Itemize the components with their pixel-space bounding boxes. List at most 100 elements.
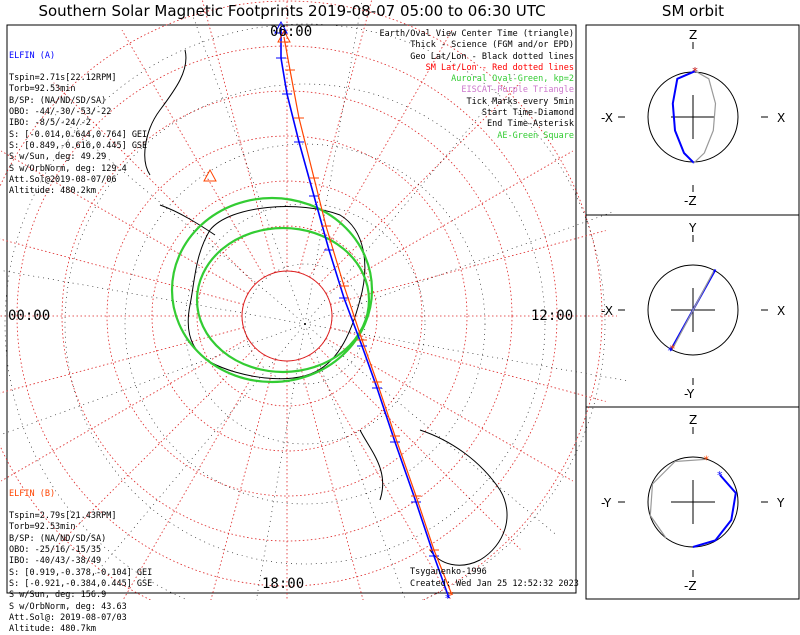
elfin-a-name: ELFIN (A) xyxy=(9,50,56,61)
legend-entry: AE-Green Square xyxy=(497,130,574,141)
elfin-b-start-triangle xyxy=(277,29,291,43)
elfin-b-info-line: B/SP: (NA/ND/SD/SA) xyxy=(9,533,107,544)
geo-longitude-line xyxy=(256,323,306,600)
sm-longitude-line xyxy=(318,347,521,550)
geo-latitude-circle xyxy=(124,143,486,505)
sm-longitude-line xyxy=(1,150,249,294)
legend-entry: Thick - Science (FGM and/or EPD) xyxy=(410,40,574,51)
antarctic-peninsula-coastline xyxy=(159,204,216,236)
elfin-a-info-line: S w/OrbNorm, deg: 129.4 xyxy=(9,163,127,174)
elfin-a-info-line: OBO: -44/-30/-53/-22 xyxy=(9,107,112,118)
geo-longitude-line xyxy=(304,210,616,325)
created-label: Created: Wed Jan 25 12:52:32 2023 xyxy=(410,579,579,589)
axis-label-bottom-xz: -Z xyxy=(684,194,697,208)
elfin-b-info-line: Torb=92.53min xyxy=(9,522,76,533)
sm-pole-circle xyxy=(241,270,333,362)
geo-latitude-circle xyxy=(4,23,606,600)
mlt-label-top: 06:00 xyxy=(270,24,313,40)
elfin-b-info-line: Tspin=2.79s[21.43RPM] xyxy=(9,511,117,522)
polar-plot: ** xyxy=(0,0,631,600)
elfin-b-orbit-end-yz: * xyxy=(704,453,710,466)
axis-label-right-xz: X xyxy=(777,111,785,125)
elfin-b-name: ELFIN (B) xyxy=(9,488,56,499)
sm-longitude-line xyxy=(330,230,606,305)
elfin-b-info-line: OBO: -25/16/-15/35 xyxy=(9,545,102,556)
new-zealand-coastline xyxy=(359,429,384,501)
legend-entry: Geo Lat/Lon - Black dotted lines xyxy=(410,51,574,62)
legend-entry: Tick Marks every 5min xyxy=(466,96,574,107)
geo-longitude-line xyxy=(92,323,306,577)
auroral-oval-outer xyxy=(170,196,374,384)
axis-label-top-xz: Z xyxy=(689,28,697,42)
geo-longitude-line xyxy=(0,323,306,436)
elfin-a-orbit-xz xyxy=(671,70,696,164)
elfin-b-orbit-xz xyxy=(693,70,717,164)
sm-longitude-line xyxy=(201,0,276,273)
elfin-a-info: ELFIN (A) Tspin=2.71s[22.12RPM] Torb=92.5… xyxy=(9,28,147,197)
south-america-coastline xyxy=(144,49,187,176)
axis-label-left-xz: -X xyxy=(601,111,613,125)
geo-longitude-line xyxy=(304,323,631,382)
elfin-a-info-line: S: [-0.014,0.644,0.764] GEI xyxy=(9,129,148,140)
legend-entry: EISCAT-Purple Triangle xyxy=(461,85,574,96)
elfin-a-orbit-yz xyxy=(692,474,737,548)
sm-longitude-line xyxy=(298,359,364,600)
footprint-canvas: ** Z-Z-X X**Y-Y-X X**Z-Z-Y Y** xyxy=(0,0,800,600)
sm-latitude-circle xyxy=(106,135,468,497)
sm-latitude-circle xyxy=(0,0,603,600)
mlt-label-left: 00:00 xyxy=(8,308,51,324)
elfin-a-end-asterisk: * xyxy=(445,592,451,600)
geo-longitude-line xyxy=(52,111,306,325)
axis-label-left-yz: -Y xyxy=(601,496,612,510)
earth-circle-xy xyxy=(647,264,739,356)
axis-label-bottom-xy: -Y xyxy=(684,387,695,401)
sm-latitude-circle xyxy=(151,180,423,452)
elfin-b-info-line: S: [0.919,-0.378,-0.104] GEI xyxy=(9,567,153,578)
elfin-b-orbit-xy xyxy=(672,271,714,349)
model-label: Tsyganenko-1996 xyxy=(410,567,487,577)
sm-longitude-line xyxy=(318,82,521,285)
sm-longitude-line xyxy=(1,338,249,482)
elfin-b-info-line: Altitude: 480.7km xyxy=(9,624,96,635)
sm-longitude-line xyxy=(325,338,573,482)
orbit-yz-frame xyxy=(585,406,800,600)
australia-coastline xyxy=(419,429,508,566)
elfin-a-info-line: S w/Sun, deg: 49.29 xyxy=(9,152,107,163)
geo-longitude-line xyxy=(304,323,558,537)
elfin-b-view-center-triangle xyxy=(203,168,217,182)
elfin-a-info-line: IBO: -8/5/-24/-2 xyxy=(9,118,91,129)
elfin-a-info-line: Torb=92.53min xyxy=(9,84,76,95)
elfin-a-orbit-end-yz: * xyxy=(717,469,723,482)
elfin-b-info-line: S: [-0.921,-0.384,0.445] GSE xyxy=(9,578,153,589)
sm-longitude-line xyxy=(330,327,606,402)
elfin-b-info-line: Att.Sol@: 2019-08-07/03 xyxy=(9,612,127,623)
legend-entry: Auroral Oval-Green, kp=2 xyxy=(451,74,574,85)
orbit-title: SM orbit xyxy=(661,2,725,20)
elfin-b-end-asterisk: * xyxy=(448,589,454,600)
elfin-a-orbit-end-xy: * xyxy=(668,345,674,358)
elfin-a-info-line: Altitude: 480.2km xyxy=(9,186,96,197)
axis-label-right-xy: X xyxy=(777,304,785,318)
geo-longitude-line xyxy=(304,71,518,325)
elfin-a-info-line: S: [0.849,-0.616,0.445] GSE xyxy=(9,140,148,151)
elfin-a-start-triangle xyxy=(274,20,288,34)
geo-longitude-line xyxy=(304,323,406,600)
axis-label-left-xy: -X xyxy=(601,304,613,318)
elfin-b-orbit-yz xyxy=(649,458,707,539)
elfin-b-info-line: S w/OrbNorm, deg: 43.63 xyxy=(9,601,127,612)
axis-label-right-yz: Y xyxy=(776,496,785,510)
sm-longitude-line xyxy=(53,82,256,285)
mlt-label-bottom: 18:00 xyxy=(262,576,305,592)
legend: Earth/Oval View Center Time (triangle) Th… xyxy=(380,29,574,142)
geo-latitude-circle xyxy=(64,83,546,565)
elfin-b-orbit-end-xy: * xyxy=(670,342,676,355)
legend-entry: SM Lat/Lon - Red dotted lines xyxy=(425,62,574,73)
elfin-a-info-line: Att.Sol@2019-08-07/06 xyxy=(9,174,117,185)
legend-entry: Start Time-Diamond xyxy=(481,108,574,119)
elfin-b-orbit-end-xz: * xyxy=(692,65,698,78)
sm-longitude-line xyxy=(0,327,244,394)
legend-entry: Earth/Oval View Center Time (triangle) xyxy=(379,29,574,39)
polar-plot-frame xyxy=(6,24,577,594)
axis-label-bottom-yz: -Z xyxy=(684,579,697,593)
auroral-oval-inner xyxy=(195,226,371,374)
